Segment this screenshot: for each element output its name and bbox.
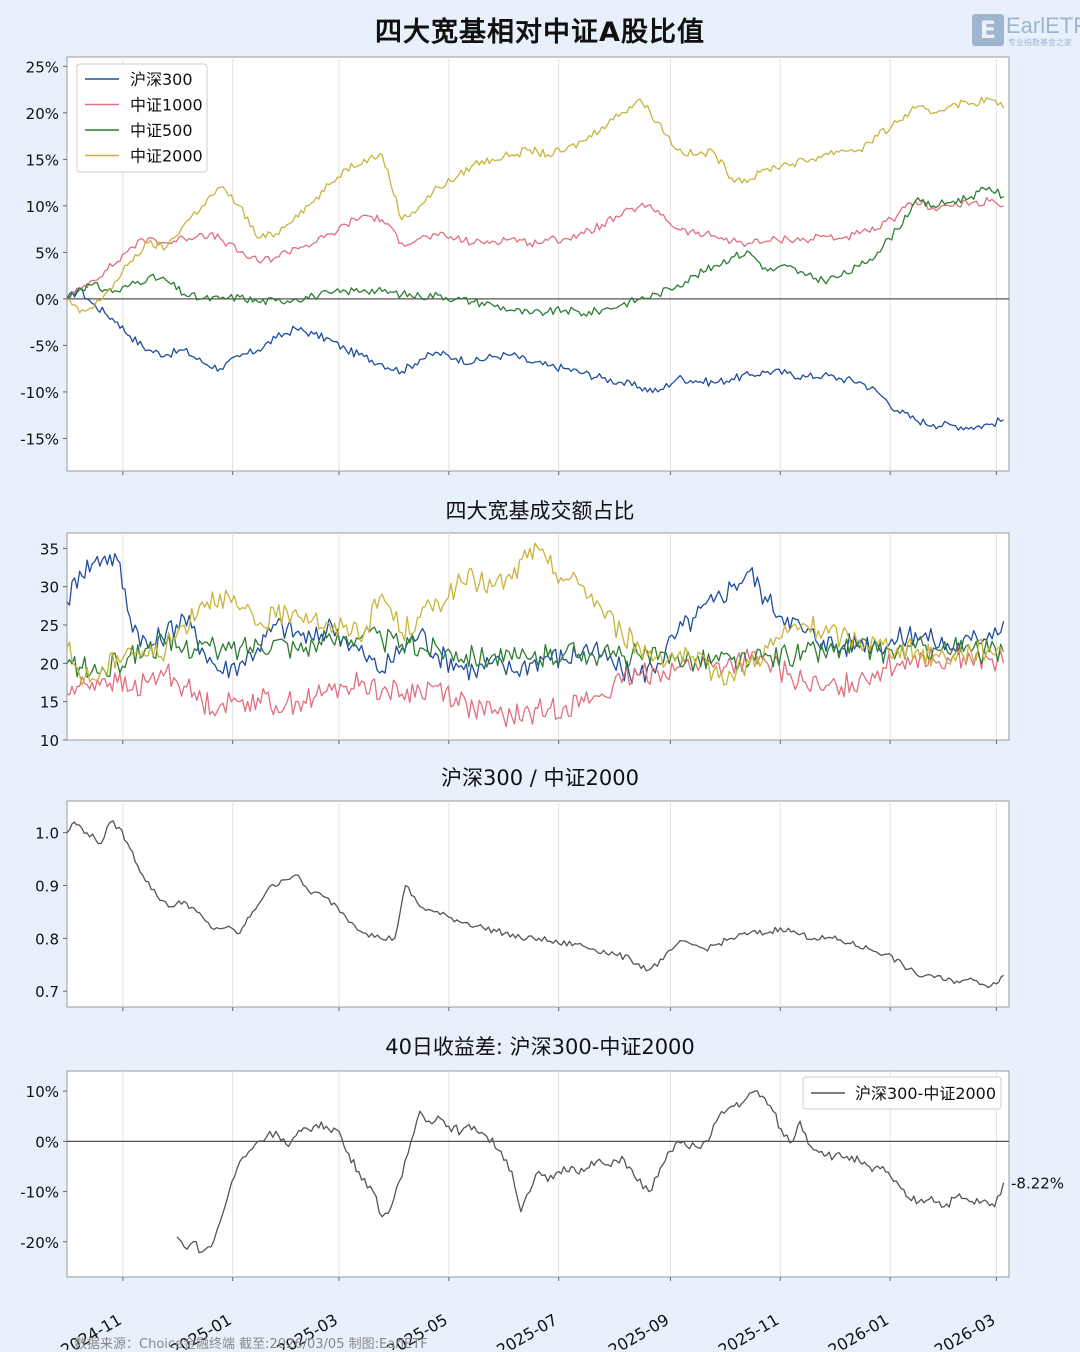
panel-3: 0.7 0.8 0.9 1.0	[35, 800, 1010, 1011]
earletf-logo: E EarlETF 专业指数基金之家	[972, 12, 1080, 48]
y-tick-label: 1.0	[35, 825, 59, 843]
x-tick-label: 2025-09	[605, 1310, 672, 1350]
y-tick-label: -10%	[20, 384, 59, 402]
panel2-title: 四大宽基成交额占比	[445, 499, 635, 523]
main-chart-title: 四大宽基相对中证A股比值	[375, 17, 705, 48]
series-line-2	[66, 196, 1004, 301]
y-tick-label: 30	[40, 579, 59, 597]
x-tick-label: 2025-07	[493, 1310, 560, 1350]
y-tick-label: -5%	[30, 337, 59, 355]
y-tick-label: 0.8	[35, 930, 59, 948]
y-tick-label: -15%	[20, 430, 59, 448]
y-tick-label: 25	[40, 617, 59, 635]
series-line-3	[66, 186, 1004, 317]
legend: 沪深300 中证1000 中证500 中证2000	[76, 63, 208, 173]
logo-subtitle: 专业指数基金之家	[1008, 38, 1072, 47]
panel-4: -20% -10% 0% 10% 沪深300-中证2000 -8.22%	[20, 1070, 1064, 1281]
series-line-3	[66, 625, 1005, 679]
y-tick-label: 15%	[26, 151, 59, 169]
y-tick-label: 0%	[35, 1133, 59, 1151]
y-tick-label: 35	[40, 540, 59, 558]
y-tick-label: 0%	[35, 291, 59, 309]
x-tick-label: 2026-03	[931, 1310, 998, 1350]
plot-area	[66, 532, 1010, 741]
legend-label: 中证1000	[130, 96, 203, 115]
legend-box	[76, 63, 208, 173]
legend-box	[802, 1076, 1002, 1110]
legend-label: 沪深300	[130, 70, 193, 89]
legend: 沪深300-中证2000	[802, 1076, 1002, 1110]
y-tick-label: 20	[40, 655, 59, 673]
series-line-2	[66, 645, 1005, 728]
series-line-1	[66, 288, 1004, 431]
y-tick-label: 10%	[26, 198, 59, 216]
y-tick-label: 10%	[26, 1083, 59, 1101]
series-line-4	[66, 96, 1005, 314]
legend-label: 沪深300-中证2000	[855, 1084, 996, 1103]
legend-label: 中证2000	[130, 147, 203, 166]
series-line-1	[66, 552, 1005, 685]
series-line-1	[66, 820, 1004, 989]
y-tick-label: -10%	[20, 1184, 59, 1202]
end-value-label: -8.22%	[1011, 1175, 1064, 1193]
y-tick-label: 0.7	[35, 983, 59, 1001]
panel4-title: 40日收益差: 沪深300-中证2000	[385, 1035, 695, 1059]
y-tick-label: 25%	[26, 58, 59, 76]
y-tick-label: 10	[40, 732, 59, 750]
panel-2: 10 15 20 25 30 35	[40, 532, 1010, 750]
source-note: 数据来源：Choice金融终端 截至:2026/03/05 制图:EarlETF	[74, 1337, 428, 1352]
plot-area	[66, 56, 1010, 472]
logo-text: EarlETF	[1006, 13, 1080, 38]
y-tick-label: 20%	[26, 105, 59, 123]
y-tick-label: 0.9	[35, 878, 59, 896]
y-tick-label: -20%	[20, 1234, 59, 1252]
legend-label: 中证500	[130, 121, 193, 140]
y-tick-label: 5%	[35, 244, 59, 262]
plot-area	[66, 800, 1010, 1008]
series-line-1	[176, 1090, 1005, 1254]
x-tick-label: 2026-01	[825, 1310, 892, 1350]
y-tick-label: 15	[40, 694, 59, 712]
panel3-title: 沪深300 / 中证2000	[441, 766, 639, 790]
x-tick-label: 2025-11	[715, 1310, 782, 1350]
panel-1: -15% -10% -5% 0% 5% 10% 15% 20% 25% 沪深300 中证1000 中证…	[20, 56, 1010, 475]
series-line-4	[66, 542, 1005, 686]
logo-mark-icon: E	[972, 14, 1004, 46]
